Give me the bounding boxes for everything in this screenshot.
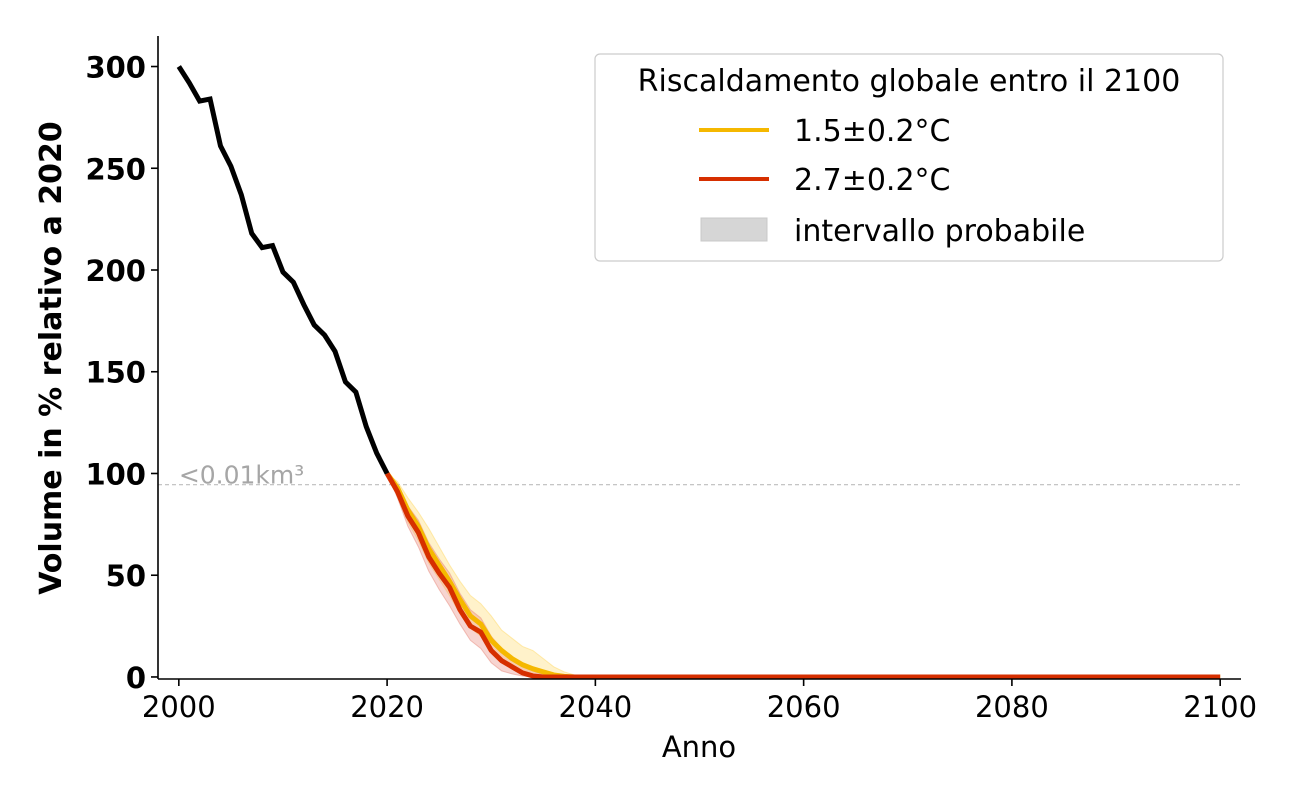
y-tick-label: 250 [85, 152, 146, 186]
legend-label-2-7: 2.7±0.2°C [794, 163, 951, 198]
x-tick-label: 2020 [350, 690, 424, 724]
x-tick-label: 2000 [142, 690, 216, 724]
line-observed [176, 65, 390, 475]
y-tick-label: 0 [126, 661, 146, 695]
y-tick-label: 300 [85, 51, 146, 85]
legend-swatch-likely-range [700, 217, 768, 242]
uncertainty-bands [386, 473, 1221, 678]
legend-frame [594, 53, 1224, 262]
legend-title: Riscaldamento globale entro il 2100 [638, 64, 1181, 99]
y-ticks: 0 50 100 150 200 250 300 [85, 51, 158, 695]
line-2-7-0-2-c [384, 472, 1221, 680]
x-ticks: 2000 2020 2040 2060 2080 2100 [142, 679, 1257, 724]
series-lines [176, 65, 1221, 680]
x-tick-label: 2040 [558, 690, 632, 724]
legend-label-likely-range: intervallo probabile [794, 214, 1085, 249]
band-1-5-0-2-c [386, 473, 1221, 678]
x-axis-label: Anno [662, 730, 736, 764]
threshold-label: <0.01km³ [179, 461, 304, 490]
y-tick-label: 100 [85, 457, 146, 491]
y-tick-label: 200 [85, 254, 146, 288]
y-tick-label: 50 [106, 559, 146, 593]
x-tick-label: 2060 [767, 690, 841, 724]
legend-label-1-5: 1.5±0.2°C [794, 114, 951, 149]
band-2-7-0-2-c [386, 473, 1221, 678]
y-axis-label: Volume in % relativo a 2020 [34, 121, 69, 595]
x-tick-label: 2100 [1183, 690, 1257, 724]
legend: Riscaldamento globale entro il 2100 1.5±… [594, 53, 1224, 262]
x-tick-label: 2080 [975, 690, 1049, 724]
y-tick-label: 150 [85, 356, 146, 390]
